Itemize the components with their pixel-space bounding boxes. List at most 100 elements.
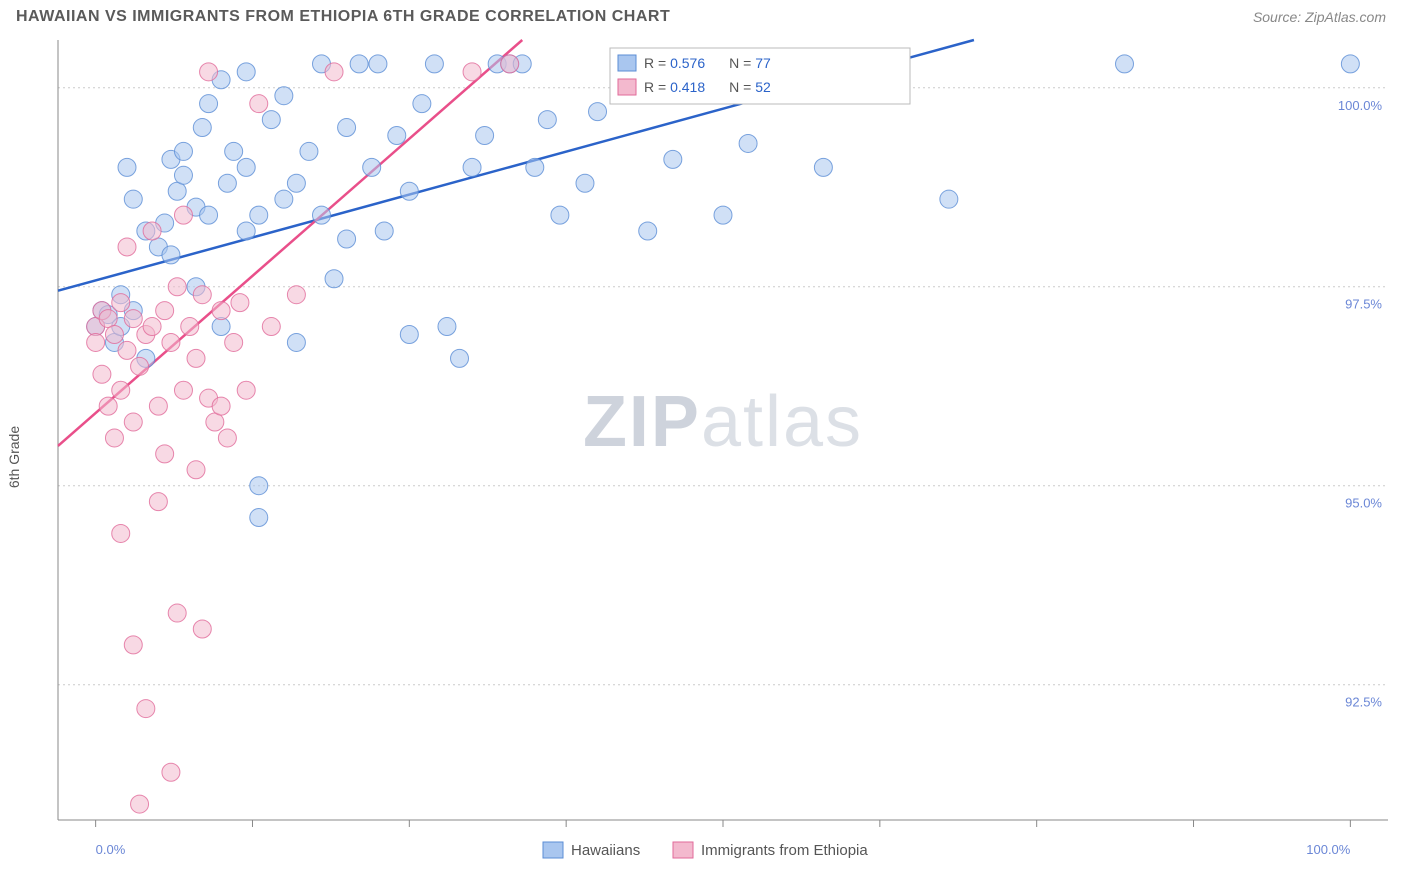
data-point <box>940 190 958 208</box>
data-point <box>300 142 318 160</box>
data-point <box>739 134 757 152</box>
y-tick-label: 92.5% <box>1345 695 1382 710</box>
data-point <box>250 95 268 113</box>
data-point <box>275 87 293 105</box>
data-point <box>576 174 594 192</box>
data-point <box>463 158 481 176</box>
data-point <box>237 381 255 399</box>
data-point <box>174 381 192 399</box>
data-point <box>814 158 832 176</box>
data-point <box>99 397 117 415</box>
data-point <box>400 182 418 200</box>
data-point <box>363 158 381 176</box>
data-point <box>124 636 142 654</box>
y-tick-label: 95.0% <box>1345 496 1382 511</box>
data-point <box>212 302 230 320</box>
data-point <box>438 318 456 336</box>
chart-container: 6th Grade ZIPatlas92.5%95.0%97.5%100.0%0… <box>40 34 1406 880</box>
data-point <box>143 222 161 240</box>
data-point <box>193 286 211 304</box>
data-point <box>149 397 167 415</box>
data-point <box>156 302 174 320</box>
data-point <box>287 286 305 304</box>
data-point <box>275 190 293 208</box>
data-point <box>287 333 305 351</box>
x-tick-label: 0.0% <box>96 842 126 857</box>
data-point <box>664 150 682 168</box>
data-point <box>1341 55 1359 73</box>
data-point <box>501 55 519 73</box>
data-point <box>369 55 387 73</box>
data-point <box>168 604 186 622</box>
data-point <box>425 55 443 73</box>
legend-label: Immigrants from Ethiopia <box>701 842 868 859</box>
y-tick-label: 100.0% <box>1338 98 1383 113</box>
data-point <box>137 700 155 718</box>
data-point <box>168 182 186 200</box>
y-axis-label: 6th Grade <box>6 426 22 488</box>
data-point <box>193 119 211 137</box>
correlation-legend: R = 0.576N = 77R = 0.418N = 52 <box>610 48 910 104</box>
data-point <box>639 222 657 240</box>
data-point <box>225 333 243 351</box>
data-point <box>200 63 218 81</box>
data-point <box>174 206 192 224</box>
data-point <box>131 357 149 375</box>
data-point <box>168 278 186 296</box>
data-point <box>589 103 607 121</box>
data-point <box>338 119 356 137</box>
data-point <box>218 429 236 447</box>
data-point <box>218 174 236 192</box>
data-point <box>231 294 249 312</box>
data-point <box>118 238 136 256</box>
data-point <box>237 63 255 81</box>
data-point <box>149 493 167 511</box>
data-point <box>212 397 230 415</box>
data-point <box>200 95 218 113</box>
x-tick-label: 100.0% <box>1306 842 1351 857</box>
data-point <box>162 246 180 264</box>
data-point <box>250 509 268 527</box>
data-point <box>181 318 199 336</box>
data-point <box>287 174 305 192</box>
data-point <box>538 111 556 129</box>
data-point <box>162 333 180 351</box>
data-point <box>250 477 268 495</box>
legend-label: Hawaiians <box>571 842 640 859</box>
data-point <box>87 333 105 351</box>
data-point <box>413 95 431 113</box>
data-point <box>1116 55 1134 73</box>
data-point <box>112 524 130 542</box>
data-point <box>388 127 406 145</box>
data-point <box>237 158 255 176</box>
data-point <box>174 142 192 160</box>
data-point <box>187 349 205 367</box>
data-point <box>105 325 123 343</box>
y-tick-label: 97.5% <box>1345 297 1382 312</box>
data-point <box>124 310 142 328</box>
data-point <box>451 349 469 367</box>
source-attribution: Source: ZipAtlas.com <box>1253 9 1386 25</box>
data-point <box>463 63 481 81</box>
data-point <box>350 55 368 73</box>
data-point <box>193 620 211 638</box>
data-point <box>162 763 180 781</box>
data-point <box>112 381 130 399</box>
data-point <box>118 341 136 359</box>
data-point <box>112 294 130 312</box>
data-point <box>551 206 569 224</box>
data-point <box>99 310 117 328</box>
data-point <box>237 222 255 240</box>
data-point <box>118 158 136 176</box>
data-point <box>212 318 230 336</box>
data-point <box>250 206 268 224</box>
data-point <box>200 206 218 224</box>
data-point <box>143 318 161 336</box>
series-legend: Hawaiians Immigrants from Ethiopia <box>543 842 868 859</box>
chart-title: HAWAIIAN VS IMMIGRANTS FROM ETHIOPIA 6TH… <box>16 8 670 26</box>
data-point <box>156 445 174 463</box>
data-point <box>174 166 192 184</box>
data-point <box>325 63 343 81</box>
data-point <box>131 795 149 813</box>
data-point <box>225 142 243 160</box>
